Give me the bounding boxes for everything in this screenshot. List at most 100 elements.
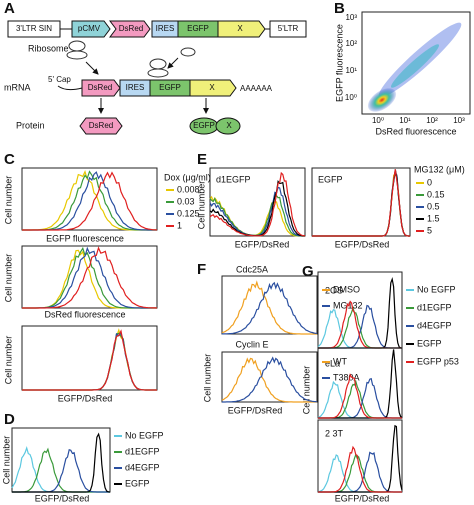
mrna-part: DsRed <box>88 83 112 92</box>
mrna-x <box>189 79 237 97</box>
legend-label: 5 <box>427 225 432 235</box>
construct-label: IRES <box>156 24 175 33</box>
x-tick-label: 10² <box>426 116 438 125</box>
ltr-box <box>7 20 61 38</box>
legend-label: 0.125 <box>177 208 200 218</box>
mrna-part: IRES <box>126 83 145 92</box>
legend-label: d4EGFP <box>417 320 452 330</box>
plot-title: Cdc25A <box>236 264 268 274</box>
histogram-curve <box>22 332 157 391</box>
ltr-box <box>269 20 307 38</box>
x-axis-label: EGFP fluorescence <box>46 233 124 243</box>
x-axis-label: EGFP/DsRed <box>235 239 290 249</box>
legend-label: EGFP <box>125 478 150 488</box>
ribosome-icon <box>66 50 88 60</box>
mrna-label: mRNA <box>4 82 31 92</box>
plot-title: 2OS <box>325 285 343 295</box>
histogram-curve <box>22 170 157 231</box>
panel-label: C <box>4 151 15 168</box>
plot-area <box>221 351 318 403</box>
protein-name: EGFP <box>193 121 215 130</box>
dsred-box <box>109 20 151 38</box>
y-tick-label: 10³ <box>345 13 357 22</box>
cap-label: 5' Cap <box>48 75 71 84</box>
y-axis-label: Cell number <box>301 366 311 415</box>
y-axis-label: EGFP fluorescence <box>334 24 344 102</box>
histogram-curve <box>221 357 317 403</box>
panel-label: B <box>334 0 345 17</box>
histogram-curve <box>318 445 402 493</box>
protein-name: DsRed <box>89 121 113 130</box>
legend-label: EGFP p53 <box>417 356 459 366</box>
histogram-curve <box>22 329 157 391</box>
histogram-curve <box>318 373 402 419</box>
plot-area <box>21 325 158 391</box>
x-box <box>217 20 266 38</box>
histogram-curve <box>209 171 306 237</box>
legend-label: d1EGFP <box>125 446 160 456</box>
protein-dsred <box>79 117 123 135</box>
x-tick-label: 10³ <box>453 116 465 125</box>
legend-label: DMSO <box>333 284 360 294</box>
legend-label: 1 <box>177 220 182 230</box>
x-tick-label: 10⁰ <box>372 116 384 125</box>
plot-title: 2 3T <box>325 428 344 438</box>
histogram-curve <box>209 195 305 237</box>
x-axis-label: EGFP/DsRed <box>35 493 90 503</box>
plot-area <box>221 275 318 335</box>
legend-label: 1.5 <box>427 213 440 223</box>
legend-label: 0.5 <box>427 201 440 211</box>
ribosome-icon <box>180 47 196 57</box>
mrna-dsred <box>81 79 121 97</box>
poly-a: AAAAAA <box>240 84 273 93</box>
histogram-curve <box>22 328 157 391</box>
protein-label: Protein <box>16 120 45 130</box>
panel-label: A <box>4 0 15 17</box>
x-axis-label: EGFP/DsRed <box>335 239 390 249</box>
scatter-cloud <box>367 22 462 112</box>
y-tick-label: 10⁰ <box>345 93 357 102</box>
y-axis-label: Cell number <box>196 181 206 230</box>
plot-title: eLa <box>325 358 340 368</box>
histogram-curve <box>312 169 410 237</box>
mrna-part: EGFP <box>159 83 181 92</box>
x-tick-label: 10¹ <box>399 116 411 125</box>
legend-label: d1EGFP <box>417 302 452 312</box>
legend-label: 0 <box>427 177 432 187</box>
pcmv-box <box>71 20 111 38</box>
histogram-curve <box>221 280 317 335</box>
plot-title: d1EGFP <box>216 174 251 184</box>
construct-label: EGFP <box>187 24 209 33</box>
ribosome-icon <box>68 40 86 52</box>
construct-label: DsRed <box>119 24 143 33</box>
arrow <box>85 61 99 75</box>
ribosome-label: Ribosome <box>28 43 69 53</box>
y-axis-label: Cell number <box>1 436 11 485</box>
ribosome-icon <box>149 58 167 70</box>
construct-label: 5'LTR <box>278 24 299 33</box>
y-axis-label: Cell number <box>202 354 212 403</box>
mrna-part: X <box>209 83 215 92</box>
legend-title: Dox (μg/ml) <box>164 172 211 182</box>
legend-label: EGFP <box>417 338 442 348</box>
plot-area <box>21 245 158 309</box>
x-axis-label: DsRed fluorescence <box>375 126 456 136</box>
legend-label: d4EGFP <box>125 462 160 472</box>
panel-label: E <box>197 151 207 168</box>
histogram-curve <box>22 331 157 391</box>
arrow <box>167 57 179 69</box>
panel-label: F <box>197 261 206 278</box>
legend-label: No EGFP <box>417 284 456 294</box>
legend-title: MG132 (μM) <box>414 164 465 174</box>
histogram-curve <box>222 281 318 335</box>
y-tick-label: 10² <box>345 39 357 48</box>
construct-label: 3'LTR SIN <box>16 24 52 33</box>
panel-label: D <box>4 411 15 428</box>
y-axis-label: Cell number <box>3 336 13 385</box>
plot-title: Cyclin E <box>235 339 268 349</box>
construct-label: pCMV <box>78 24 101 33</box>
x-axis-label: DsRed fluorescence <box>44 309 125 319</box>
histogram-curve <box>22 246 158 309</box>
plot-title: EGFP <box>318 174 343 184</box>
